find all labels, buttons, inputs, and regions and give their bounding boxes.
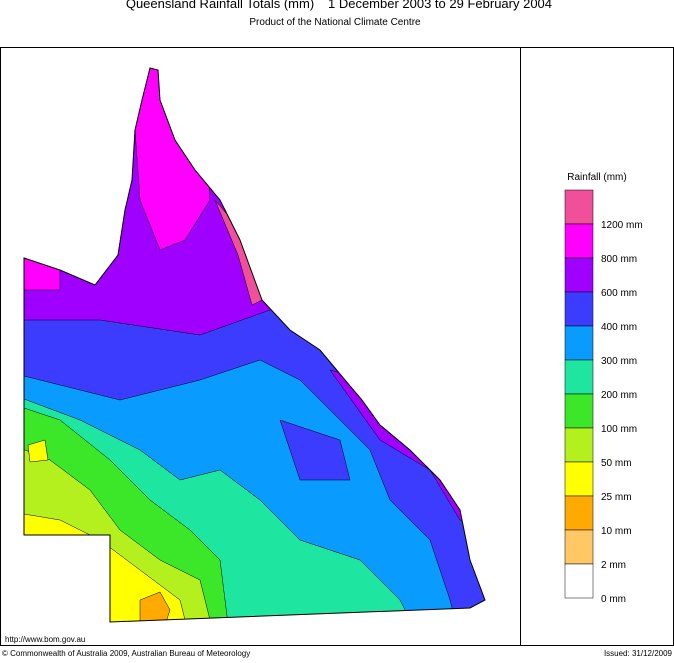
legend-swatch <box>564 189 594 225</box>
zone <box>24 254 61 291</box>
legend-label: 200 mm <box>601 390 637 401</box>
zone <box>24 68 485 336</box>
copyright: © Commonwealth of Australia 2009, Austra… <box>2 649 250 658</box>
title: Queensland Rainfall Totals (mm) <box>126 0 314 11</box>
legend-label: 1200 mm <box>601 220 643 231</box>
legend-swatch <box>564 359 594 395</box>
legend-label: 50 mm <box>601 458 632 469</box>
legend-swatch <box>564 563 594 599</box>
legend-label: 10 mm <box>601 526 632 537</box>
zone <box>279 419 351 481</box>
legend-label: 2 mm <box>601 560 626 571</box>
legend-swatch <box>564 325 594 361</box>
url: http://www.bom.gov.au <box>5 635 85 644</box>
legend-label: 25 mm <box>601 492 632 503</box>
legend-swatch <box>564 393 594 429</box>
legend-swatch <box>564 529 594 565</box>
legend-swatch <box>564 223 594 259</box>
legend-label: 0 mm <box>601 594 626 605</box>
state-outline <box>23 67 486 623</box>
legend-label: 600 mm <box>601 288 637 299</box>
rainfall-map <box>24 68 485 622</box>
legend-swatch <box>564 291 594 327</box>
legend-title: Rainfall (mm) <box>567 172 626 183</box>
legend-label: 800 mm <box>601 254 637 265</box>
legend-swatch <box>564 495 594 531</box>
zone <box>27 439 49 463</box>
legend-swatch <box>564 427 594 463</box>
legend-swatch <box>564 461 594 497</box>
zone <box>139 591 171 622</box>
legend-label: 100 mm <box>601 424 637 435</box>
legend: 1200 mm 800 mm 600 mm 400 mm 300 mm 200 mm 100… <box>564 189 643 605</box>
legend-label: 400 mm <box>601 322 637 333</box>
legend-swatch <box>564 257 594 293</box>
subtitle: Product of the National Climate Centre <box>249 17 421 28</box>
period: 1 December 2003 to 29 February 2004 <box>328 0 552 11</box>
issued: Issued: 31/12/2009 <box>604 649 673 658</box>
legend-label: 300 mm <box>601 356 637 367</box>
